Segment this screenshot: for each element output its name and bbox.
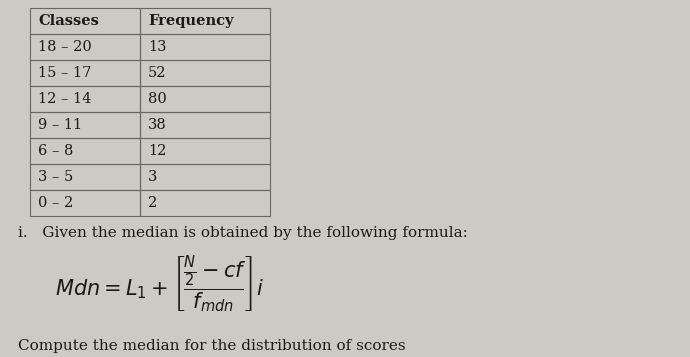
Text: Classes: Classes — [38, 14, 99, 28]
Text: 80: 80 — [148, 92, 167, 106]
Bar — [140, 34, 270, 60]
Text: i.   Given the median is obtained by the following formula:: i. Given the median is obtained by the f… — [18, 226, 468, 240]
Text: $Mdn = L_1 + \left[\dfrac{\frac{N}{2}-cf}{f_{mdn}}\right]i$: $Mdn = L_1 + \left[\dfrac{\frac{N}{2}-cf… — [55, 254, 264, 315]
Text: 3: 3 — [148, 170, 157, 184]
Bar — [140, 190, 270, 216]
Bar — [140, 8, 270, 34]
Bar — [30, 60, 140, 86]
Text: 0 – 2: 0 – 2 — [38, 196, 73, 210]
Text: 9 – 11: 9 – 11 — [38, 118, 82, 132]
Text: 2: 2 — [148, 196, 157, 210]
Bar — [30, 164, 140, 190]
Text: 15 – 17: 15 – 17 — [38, 66, 91, 80]
Text: Frequency: Frequency — [148, 14, 233, 28]
Text: Compute the median for the distribution of scores: Compute the median for the distribution … — [18, 339, 406, 353]
Text: 6 – 8: 6 – 8 — [38, 144, 73, 158]
Text: 12: 12 — [148, 144, 166, 158]
Text: 12 – 14: 12 – 14 — [38, 92, 91, 106]
Bar — [30, 86, 140, 112]
Bar — [140, 112, 270, 138]
Bar — [140, 86, 270, 112]
Bar — [30, 190, 140, 216]
Bar — [140, 60, 270, 86]
Text: 38: 38 — [148, 118, 167, 132]
Bar — [140, 138, 270, 164]
Text: 3 – 5: 3 – 5 — [38, 170, 73, 184]
Text: 52: 52 — [148, 66, 166, 80]
Text: 13: 13 — [148, 40, 166, 54]
Bar — [30, 138, 140, 164]
Bar — [30, 112, 140, 138]
Bar — [140, 164, 270, 190]
Text: 18 – 20: 18 – 20 — [38, 40, 92, 54]
Bar — [30, 34, 140, 60]
Bar — [30, 8, 140, 34]
